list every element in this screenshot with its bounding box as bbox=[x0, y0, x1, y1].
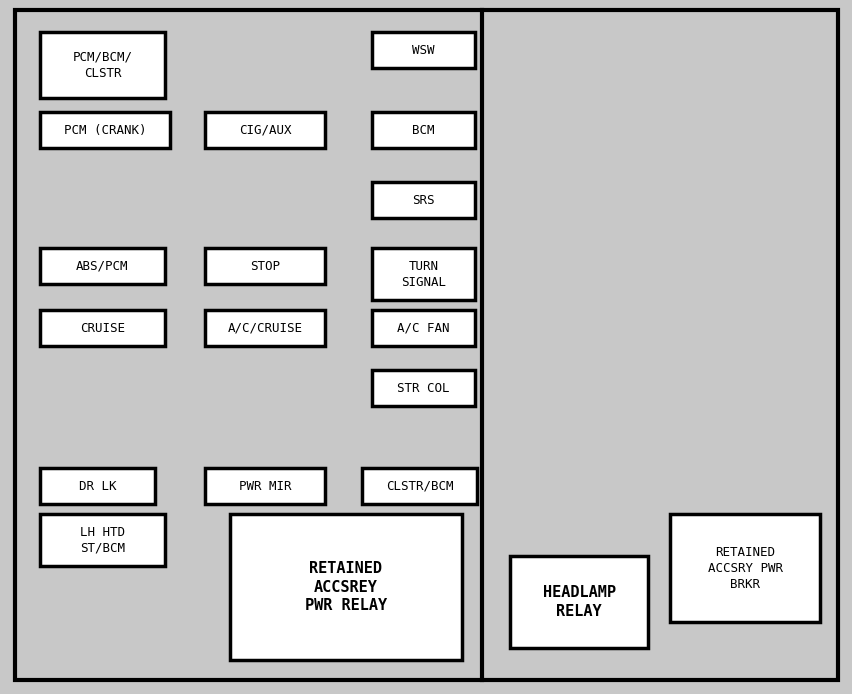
Text: PCM/BCM/
CLSTR: PCM/BCM/ CLSTR bbox=[72, 51, 133, 80]
Text: A/C FAN: A/C FAN bbox=[397, 321, 450, 335]
Text: LH HTD
ST/BCM: LH HTD ST/BCM bbox=[80, 525, 125, 555]
FancyBboxPatch shape bbox=[40, 310, 165, 346]
FancyBboxPatch shape bbox=[362, 468, 477, 504]
Text: CIG/AUX: CIG/AUX bbox=[239, 124, 291, 137]
FancyBboxPatch shape bbox=[372, 310, 475, 346]
Text: CLSTR/BCM: CLSTR/BCM bbox=[386, 480, 453, 493]
Text: SRS: SRS bbox=[412, 194, 435, 207]
FancyBboxPatch shape bbox=[15, 10, 838, 680]
FancyBboxPatch shape bbox=[205, 248, 325, 284]
Text: PWR MIR: PWR MIR bbox=[239, 480, 291, 493]
Text: PCM (CRANK): PCM (CRANK) bbox=[64, 124, 147, 137]
FancyBboxPatch shape bbox=[40, 468, 155, 504]
FancyBboxPatch shape bbox=[510, 556, 648, 648]
FancyBboxPatch shape bbox=[40, 514, 165, 566]
FancyBboxPatch shape bbox=[205, 310, 325, 346]
FancyBboxPatch shape bbox=[40, 112, 170, 148]
Text: WSW: WSW bbox=[412, 44, 435, 56]
FancyBboxPatch shape bbox=[372, 32, 475, 68]
Text: ABS/PCM: ABS/PCM bbox=[76, 260, 129, 273]
Text: STR COL: STR COL bbox=[397, 382, 450, 394]
Text: BCM: BCM bbox=[412, 124, 435, 137]
FancyBboxPatch shape bbox=[205, 468, 325, 504]
Text: STOP: STOP bbox=[250, 260, 280, 273]
FancyBboxPatch shape bbox=[372, 248, 475, 300]
Text: RETAINED
ACCSREY
PWR RELAY: RETAINED ACCSREY PWR RELAY bbox=[305, 561, 387, 613]
Text: HEADLAMP
RELAY: HEADLAMP RELAY bbox=[543, 585, 615, 619]
FancyBboxPatch shape bbox=[670, 514, 820, 622]
FancyBboxPatch shape bbox=[230, 514, 462, 660]
Text: DR LK: DR LK bbox=[78, 480, 116, 493]
FancyBboxPatch shape bbox=[40, 248, 165, 284]
FancyBboxPatch shape bbox=[372, 112, 475, 148]
FancyBboxPatch shape bbox=[372, 182, 475, 218]
Text: CRUISE: CRUISE bbox=[80, 321, 125, 335]
FancyBboxPatch shape bbox=[372, 370, 475, 406]
Text: A/C/CRUISE: A/C/CRUISE bbox=[227, 321, 302, 335]
FancyBboxPatch shape bbox=[40, 32, 165, 98]
FancyBboxPatch shape bbox=[205, 112, 325, 148]
Text: TURN
SIGNAL: TURN SIGNAL bbox=[401, 260, 446, 289]
Text: RETAINED
ACCSRY PWR
BRKR: RETAINED ACCSRY PWR BRKR bbox=[707, 545, 782, 591]
